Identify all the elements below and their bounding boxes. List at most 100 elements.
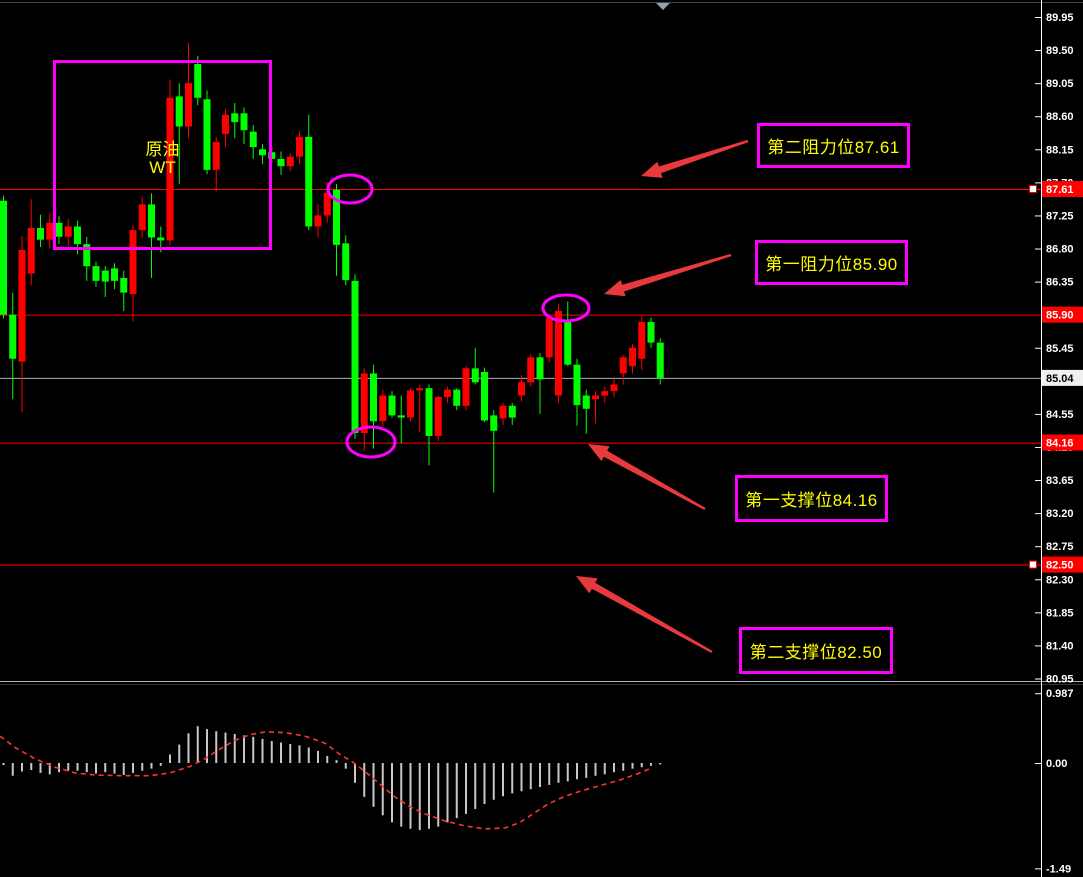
candle-body xyxy=(296,136,303,157)
candle-body xyxy=(434,396,442,436)
candle-body xyxy=(453,389,461,406)
axis-tick-label: 81.40 xyxy=(1046,640,1074,652)
candle-body xyxy=(37,227,44,240)
badge-label: 87.61 xyxy=(1046,184,1074,196)
candle-body xyxy=(314,215,322,227)
arrow-to-resistance-1[interactable] xyxy=(604,253,732,297)
candle-body xyxy=(629,347,636,367)
candle-body xyxy=(249,131,257,148)
scroll-position-marker-icon[interactable] xyxy=(656,3,670,10)
candle-body xyxy=(18,249,26,362)
arrow-to-resistance-2[interactable] xyxy=(641,139,749,178)
axis-tick-label: 86.80 xyxy=(1046,244,1074,256)
level-price-badge xyxy=(1042,556,1083,573)
candle-body xyxy=(592,395,599,400)
candle-body xyxy=(185,83,192,127)
level-price-badge xyxy=(1042,306,1083,323)
candle-body xyxy=(305,136,313,227)
candle-body xyxy=(370,373,377,422)
signal-line xyxy=(0,731,653,830)
candle-body xyxy=(277,158,285,167)
candle-body xyxy=(601,391,609,396)
axis-tick-label: 86.35 xyxy=(1046,277,1074,289)
candle-body xyxy=(157,237,165,241)
indicator-tick-label: 0.00 xyxy=(1046,758,1067,770)
candle-body xyxy=(545,317,553,358)
candle-body xyxy=(647,322,655,343)
axis-tick-label: 80.95 xyxy=(1046,674,1074,686)
candle-body xyxy=(74,226,81,245)
candle-body xyxy=(610,384,618,392)
candle-body xyxy=(231,113,239,123)
candle-body xyxy=(92,266,100,281)
symbol-annotation-box[interactable]: 原油 WT xyxy=(53,60,272,250)
axis-tick-label: 83.20 xyxy=(1046,508,1074,520)
axis-tick-label: 89.05 xyxy=(1046,78,1074,90)
resistance-1-label[interactable]: 第一阻力位85.90 xyxy=(755,240,908,285)
candle-body xyxy=(555,311,562,396)
line-handle-marker[interactable] xyxy=(1029,560,1037,569)
candle-body xyxy=(9,314,17,359)
candle-body xyxy=(416,388,424,391)
axis-tick-label: 89.95 xyxy=(1046,12,1074,24)
candle-body xyxy=(536,357,544,380)
candle-body xyxy=(83,244,91,267)
candle-body xyxy=(166,97,174,241)
axis-tick-label: 89.50 xyxy=(1046,45,1074,57)
indicator-tick-label: 0.987 xyxy=(1046,688,1074,700)
candle-body xyxy=(444,389,451,397)
candle-body xyxy=(499,405,507,419)
axis-tick-label: 87.25 xyxy=(1046,210,1074,222)
axis-tick-label: 88.15 xyxy=(1046,144,1074,156)
arrow-to-support-2[interactable] xyxy=(576,576,713,653)
axis-tick-label: 81.85 xyxy=(1046,607,1074,619)
support-1-label[interactable]: 第一支撑位84.16 xyxy=(735,475,888,522)
candle-body xyxy=(111,268,118,281)
level-price-badge xyxy=(1042,434,1083,451)
candle-body xyxy=(323,192,331,216)
candle-body xyxy=(471,368,479,383)
badge-label: 85.04 xyxy=(1046,373,1074,385)
candle-body xyxy=(518,382,525,396)
line-handle-marker[interactable] xyxy=(1029,184,1037,193)
candle-body xyxy=(175,96,183,127)
arrow-to-support-1[interactable] xyxy=(588,444,706,510)
candle-body xyxy=(129,230,137,295)
candle-body xyxy=(397,415,405,418)
candle-body xyxy=(120,277,128,293)
badge-label: 84.16 xyxy=(1046,438,1074,450)
axis-tick-label: 83.65 xyxy=(1046,475,1074,487)
axis-tick-label: 84.55 xyxy=(1046,409,1074,421)
axis-tick-label: 82.30 xyxy=(1046,574,1074,586)
candle-body xyxy=(638,322,646,359)
symbol-name-label: 原油 xyxy=(145,140,180,159)
ellipse-resistance1-touch[interactable] xyxy=(541,293,591,323)
candle-body xyxy=(101,270,109,282)
resistance-2-label[interactable]: 第二阻力位87.61 xyxy=(757,123,910,168)
candle-body xyxy=(148,204,155,238)
ellipse-resistance2-touch[interactable] xyxy=(326,173,374,205)
candle-body xyxy=(212,141,220,170)
candle-body xyxy=(508,405,516,418)
indicator-tick-label: -1.49 xyxy=(1046,863,1071,875)
support-2-label[interactable]: 第二支撑位82.50 xyxy=(739,627,893,674)
candle-body xyxy=(27,227,35,274)
badge-label: 82.50 xyxy=(1046,560,1074,572)
axis-tick-label: 88.60 xyxy=(1046,111,1074,123)
candle-body xyxy=(656,342,664,378)
candle-body xyxy=(55,222,63,237)
current-price-badge xyxy=(1042,369,1083,386)
candle-body xyxy=(194,64,202,98)
candle-body xyxy=(527,357,535,383)
candle-body xyxy=(259,149,266,156)
candle-body xyxy=(462,368,470,406)
candle-body xyxy=(564,322,572,365)
candle-body xyxy=(0,200,7,315)
ellipse-support1-touch[interactable] xyxy=(345,425,397,459)
candle-body xyxy=(286,156,294,167)
candle-body xyxy=(222,114,229,134)
candle-body xyxy=(240,113,248,131)
candle-body xyxy=(351,280,359,434)
